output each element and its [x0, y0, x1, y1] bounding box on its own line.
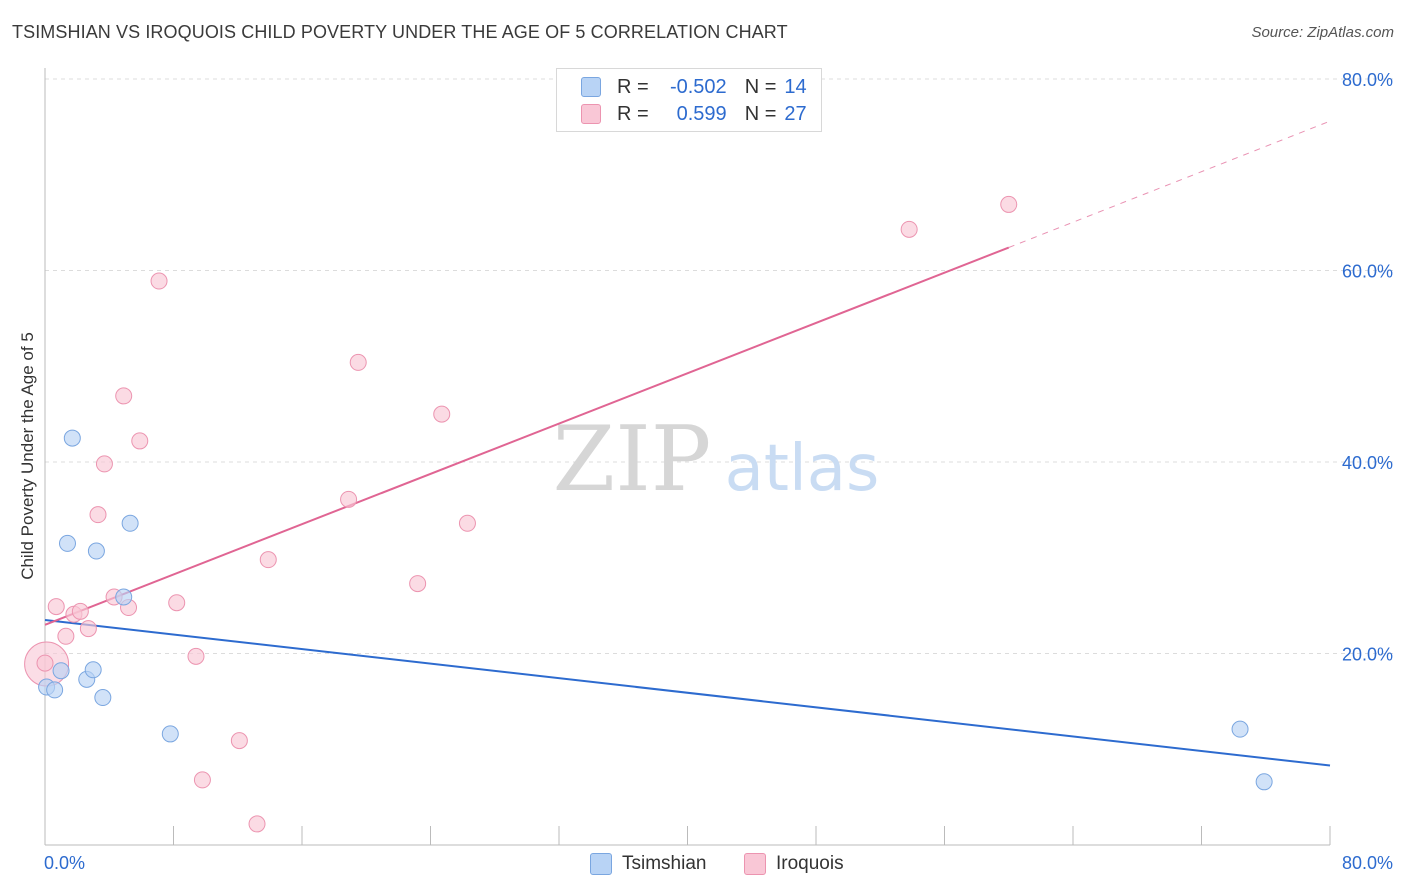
tsimshian-swatch — [581, 77, 601, 97]
legend-label-iroquois: Iroquois — [776, 853, 844, 874]
tsimshian-point — [161, 725, 179, 743]
tsimshian-point — [1255, 773, 1273, 791]
n-label: N = — [744, 75, 777, 98]
iroquois-point — [248, 815, 266, 833]
y-axis-label: Child Poverty Under the Age of 5 — [18, 332, 37, 580]
iroquois-point — [168, 594, 186, 612]
tsimshian-point — [58, 534, 76, 552]
y-tick-label: 80.0% — [1342, 70, 1393, 90]
y-tick-label: 20.0% — [1342, 645, 1393, 665]
x-tick-label: 80.0% — [1342, 853, 1393, 873]
iroquois-point — [340, 490, 358, 508]
iroquois-point — [79, 620, 97, 638]
legend-item-tsimshian[interactable]: Tsimshian — [590, 852, 706, 876]
tsimshian-point — [121, 514, 139, 532]
iroquois-point — [57, 627, 75, 645]
iroquois-point — [36, 654, 54, 672]
iroquois-point — [71, 602, 89, 620]
legend-row-iroquois: R = 0.599 N = 27 — [581, 101, 807, 127]
iroquois-point — [1000, 195, 1018, 213]
watermark-zip: ZIP — [553, 407, 712, 512]
iroquois-point — [409, 575, 427, 593]
n-value: 14 — [784, 75, 807, 98]
y-tick-label: 40.0% — [1342, 453, 1393, 473]
r-label: R = — [617, 75, 649, 98]
legend-label-tsimshian: Tsimshian — [622, 853, 707, 874]
trendline-iroquois-extension — [1008, 120, 1331, 248]
tsimshian-point — [1231, 720, 1249, 738]
n-label: N = — [744, 102, 777, 125]
iroquois-swatch — [744, 853, 766, 875]
r-label: R = — [617, 102, 649, 125]
legend-item-iroquois[interactable]: Iroquois — [744, 852, 844, 876]
legend-row-tsimshian: R = -0.502 N = 14 — [581, 74, 807, 100]
iroquois-point — [47, 598, 65, 616]
iroquois-point — [259, 551, 277, 569]
tsimshian-point — [84, 661, 102, 679]
r-value: 0.599 — [676, 102, 727, 125]
iroquois-point — [95, 455, 113, 473]
iroquois-point — [131, 432, 149, 450]
trendline-iroquois — [44, 246, 1010, 626]
tsimshian-point — [46, 681, 64, 699]
chart-title: TSIMSHIAN VS IROQUOIS CHILD POVERTY UNDE… — [12, 22, 788, 42]
source-label: Source: ZipAtlas.com — [1251, 24, 1394, 41]
iroquois-point — [433, 405, 451, 423]
watermark-atlas: atlas — [725, 432, 880, 506]
iroquois-point — [230, 732, 248, 750]
iroquois-point — [349, 353, 367, 371]
tsimshian-point — [94, 689, 112, 707]
iroquois-point — [193, 771, 211, 789]
tsimshian-point — [63, 429, 81, 447]
iroquois-point — [458, 514, 476, 532]
iroquois-swatch — [581, 104, 601, 124]
r-value: -0.502 — [669, 75, 727, 98]
tsimshian-point — [87, 542, 105, 560]
tsimshian-swatch — [590, 853, 612, 875]
x-tick-label: 0.0% — [44, 853, 85, 873]
tsimshian-point — [52, 662, 70, 680]
trendline-tsimshian — [44, 618, 1331, 767]
tsimshian-point — [115, 588, 133, 606]
iroquois-point — [115, 387, 133, 405]
iroquois-point — [900, 220, 918, 238]
iroquois-point — [150, 272, 168, 290]
y-tick-label: 60.0% — [1342, 262, 1393, 282]
iroquois-point — [187, 647, 205, 665]
iroquois-point — [89, 506, 107, 524]
stats-legend: R = -0.502 N = 14 R = 0.599 N = 27 — [556, 68, 822, 132]
n-value: 27 — [784, 102, 807, 125]
